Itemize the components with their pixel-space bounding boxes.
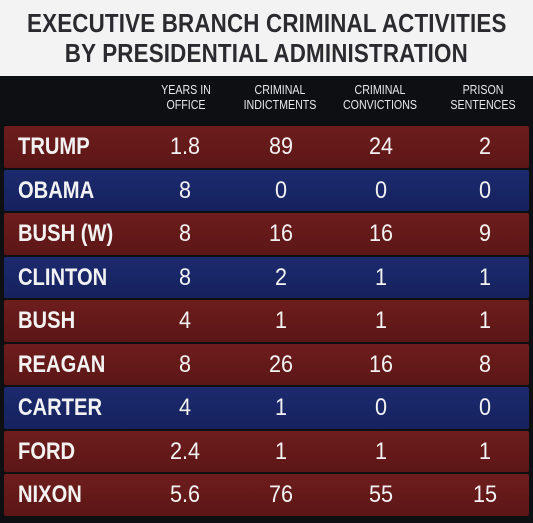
- cell-convictions: 0: [374, 394, 388, 421]
- cell-convictions: 1: [374, 437, 388, 465]
- cell-indictments: 2: [274, 263, 288, 291]
- column-header-indictments: CRIMINAL INDICTMENTS: [235, 82, 325, 112]
- cell-sentences: 2: [478, 133, 492, 160]
- table-row: OBAMA 8 0 0 0: [4, 169, 529, 211]
- row-name: TRUMP: [18, 133, 90, 160]
- table-row: CARTER 4 1 0 0: [4, 387, 529, 429]
- cell-sentences: 1: [478, 307, 492, 334]
- row-name: OBAMA: [18, 176, 95, 204]
- table-row: REAGAN 8 26 16 8: [4, 343, 529, 385]
- cell-years: 4: [178, 394, 192, 421]
- cell-convictions: 1: [374, 263, 388, 291]
- cell-sentences: 9: [478, 220, 492, 247]
- cell-indictments: 1: [274, 394, 288, 421]
- cell-convictions: 16: [368, 350, 394, 378]
- table-row: CLINTON 8 2 1 1: [4, 256, 529, 298]
- title-box: EXECUTIVE BRANCH CRIMINAL ACTIVITIES BY …: [0, 0, 533, 76]
- cell-sentences: 1: [478, 437, 492, 465]
- cell-convictions: 24: [368, 133, 394, 160]
- column-header-years: YEARS IN OFFICE: [141, 82, 231, 112]
- cell-sentences: 8: [478, 350, 492, 378]
- cell-convictions: 0: [374, 176, 388, 204]
- cell-years: 8: [178, 176, 192, 204]
- title-line-2: BY PRESIDENTIAL ADMINISTRATION: [64, 38, 469, 68]
- row-name: REAGAN: [18, 350, 106, 378]
- cell-years: 8: [178, 350, 192, 378]
- cell-convictions: 55: [368, 481, 394, 508]
- column-header-convictions: CRIMINAL CONVICTIONS: [335, 82, 425, 112]
- column-header-sentences: PRISON SENTENCES: [438, 82, 528, 112]
- cell-indictments: 1: [274, 437, 288, 465]
- cell-indictments: 26: [268, 350, 294, 378]
- table-row: BUSH (W) 8 16 16 9: [4, 213, 529, 255]
- column-header-years-line1: YEARS IN: [161, 82, 211, 97]
- row-name: FORD: [18, 437, 76, 465]
- column-header-convictions-line1: CRIMINAL: [354, 82, 406, 97]
- cell-years: 8: [178, 263, 192, 291]
- column-header-row: YEARS IN OFFICE CRIMINAL INDICTMENTS CRI…: [0, 76, 533, 126]
- cell-indictments: 0: [274, 176, 288, 204]
- cell-convictions: 1: [374, 307, 388, 334]
- column-header-sentences-line2: SENTENCES: [450, 97, 516, 112]
- column-header-indictments-line1: CRIMINAL: [254, 82, 306, 97]
- cell-indictments: 89: [268, 133, 294, 160]
- cell-sentences: 1: [478, 263, 492, 291]
- cell-indictments: 76: [268, 481, 294, 508]
- cell-indictments: 1: [274, 307, 288, 334]
- cell-years: 5.6: [169, 481, 201, 508]
- row-name: CARTER: [18, 394, 102, 421]
- row-name: NIXON: [18, 481, 82, 508]
- cell-sentences: 15: [472, 481, 498, 508]
- table-row: TRUMP 1.8 89 24 2: [4, 126, 529, 168]
- table-body: TRUMP 1.8 89 24 2 OBAMA 8 0 0 0 BUSH (W) 8 16 16 9 CLIN…: [4, 126, 529, 518]
- table-row: NIXON 5.6 76 55 15: [4, 474, 529, 516]
- row-name: CLINTON: [18, 263, 108, 291]
- column-header-years-line2: OFFICE: [166, 97, 206, 112]
- cell-sentences: 0: [478, 176, 492, 204]
- column-header-sentences-line1: PRISON: [462, 82, 504, 97]
- table-row: FORD 2.4 1 1 1: [4, 430, 529, 472]
- cell-years: 4: [178, 307, 192, 334]
- cell-indictments: 16: [268, 220, 294, 247]
- row-name: BUSH (W): [18, 220, 114, 247]
- table-row: BUSH 4 1 1 1: [4, 300, 529, 342]
- title-line-1: EXECUTIVE BRANCH CRIMINAL ACTIVITIES: [26, 8, 507, 38]
- column-header-indictments-line2: INDICTMENTS: [243, 97, 317, 112]
- cell-years: 2.4: [169, 437, 201, 465]
- column-header-convictions-line2: CONVICTIONS: [342, 97, 418, 112]
- cell-convictions: 16: [368, 220, 394, 247]
- cell-sentences: 0: [478, 394, 492, 421]
- cell-years: 1.8: [169, 133, 201, 160]
- cell-years: 8: [178, 220, 192, 247]
- row-name: BUSH: [18, 307, 76, 334]
